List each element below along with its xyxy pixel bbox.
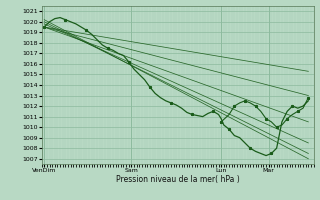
X-axis label: Pression niveau de la mer( hPa ): Pression niveau de la mer( hPa ) [116, 175, 239, 184]
